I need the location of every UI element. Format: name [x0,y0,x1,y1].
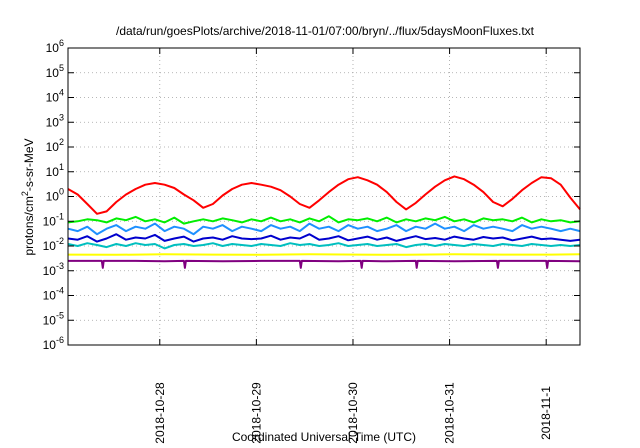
x-tick-label: 2018-10-31 [443,382,457,444]
y-tick-label: 104 [46,88,64,105]
y-tick-exponent: 5 [59,63,64,73]
y-tick-base: 10 [46,115,60,129]
y-tick-base: 10 [46,165,60,179]
y-tick-exponent: -4 [56,286,64,296]
y-tick-exponent: -3 [56,261,64,271]
y-tick-exponent: 4 [59,88,64,98]
y-tick-exponent: -2 [56,236,64,246]
y-axis-label-base: protons/cm [22,196,36,255]
series-line-2 [67,215,581,225]
series-line-4 [67,233,581,243]
y-axis-label-rest: -s-sr-MeV [22,138,36,191]
x-tick-label: 2018-10-30 [346,382,360,444]
series-line-1 [67,175,581,215]
y-tick-base: 10 [46,66,60,80]
y-tick-exponent: -5 [56,310,64,320]
y-tick-label: 101 [46,162,64,179]
series-line-6 [67,253,581,256]
y-tick-base: 10 [46,190,60,204]
y-tick-label: 10-5 [43,310,64,327]
x-tick-label: 2018-10-29 [249,382,263,444]
y-tick-base: 10 [43,214,57,228]
y-tick-exponent: 0 [59,187,64,197]
series-line-5 [67,242,581,250]
series-line-7 [68,259,581,269]
y-tick-label: 102 [46,137,64,154]
y-tick-base: 10 [43,313,57,327]
x-tick-label: 2018-10-28 [153,382,167,444]
y-tick-exponent: -1 [56,211,64,221]
y-tick-base: 10 [46,41,60,55]
y-tick-label: 105 [46,63,64,80]
y-tick-base: 10 [43,289,57,303]
series-group [67,175,581,269]
x-axis-label: Coordinated Universal Time (UTC) [232,430,416,444]
y-tick-base: 10 [43,338,57,352]
x-tick-label: 2018-11-1 [539,386,553,440]
y-tick-label: 10-2 [43,236,64,253]
y-tick-label: 106 [46,38,64,55]
y-tick-label: 10-6 [43,335,64,352]
y-tick-label: 10-4 [43,286,64,303]
y-tick-base: 10 [46,140,60,154]
y-tick-label: 10-3 [43,261,64,278]
y-tick-label: 103 [46,112,64,129]
chart-title: /data/run/goesPlots/archive/2018-11-01/0… [116,24,535,38]
series-line-3 [67,222,581,236]
y-tick-label: 10-1 [43,211,64,228]
y-axis-ticks: 10-610-510-410-310-210-11001011021031041… [43,38,580,352]
y-tick-base: 10 [43,264,57,278]
y-tick-exponent: 2 [59,137,64,147]
y-tick-exponent: 3 [59,112,64,122]
y-tick-exponent: 6 [59,38,64,48]
x-axis-ticks: 2018-10-28 2018-10-29 2018-10-30 2018-10-31… [153,48,553,444]
y-tick-exponent: 1 [59,162,64,172]
y-tick-base: 10 [43,239,57,253]
y-tick-exponent: -6 [56,335,64,345]
y-axis-label: protons/cm2-s-sr-MeV [20,138,36,255]
y-axis-label-sup: 2 [20,191,30,196]
y-tick-base: 10 [46,91,60,105]
y-tick-label: 100 [46,187,64,204]
